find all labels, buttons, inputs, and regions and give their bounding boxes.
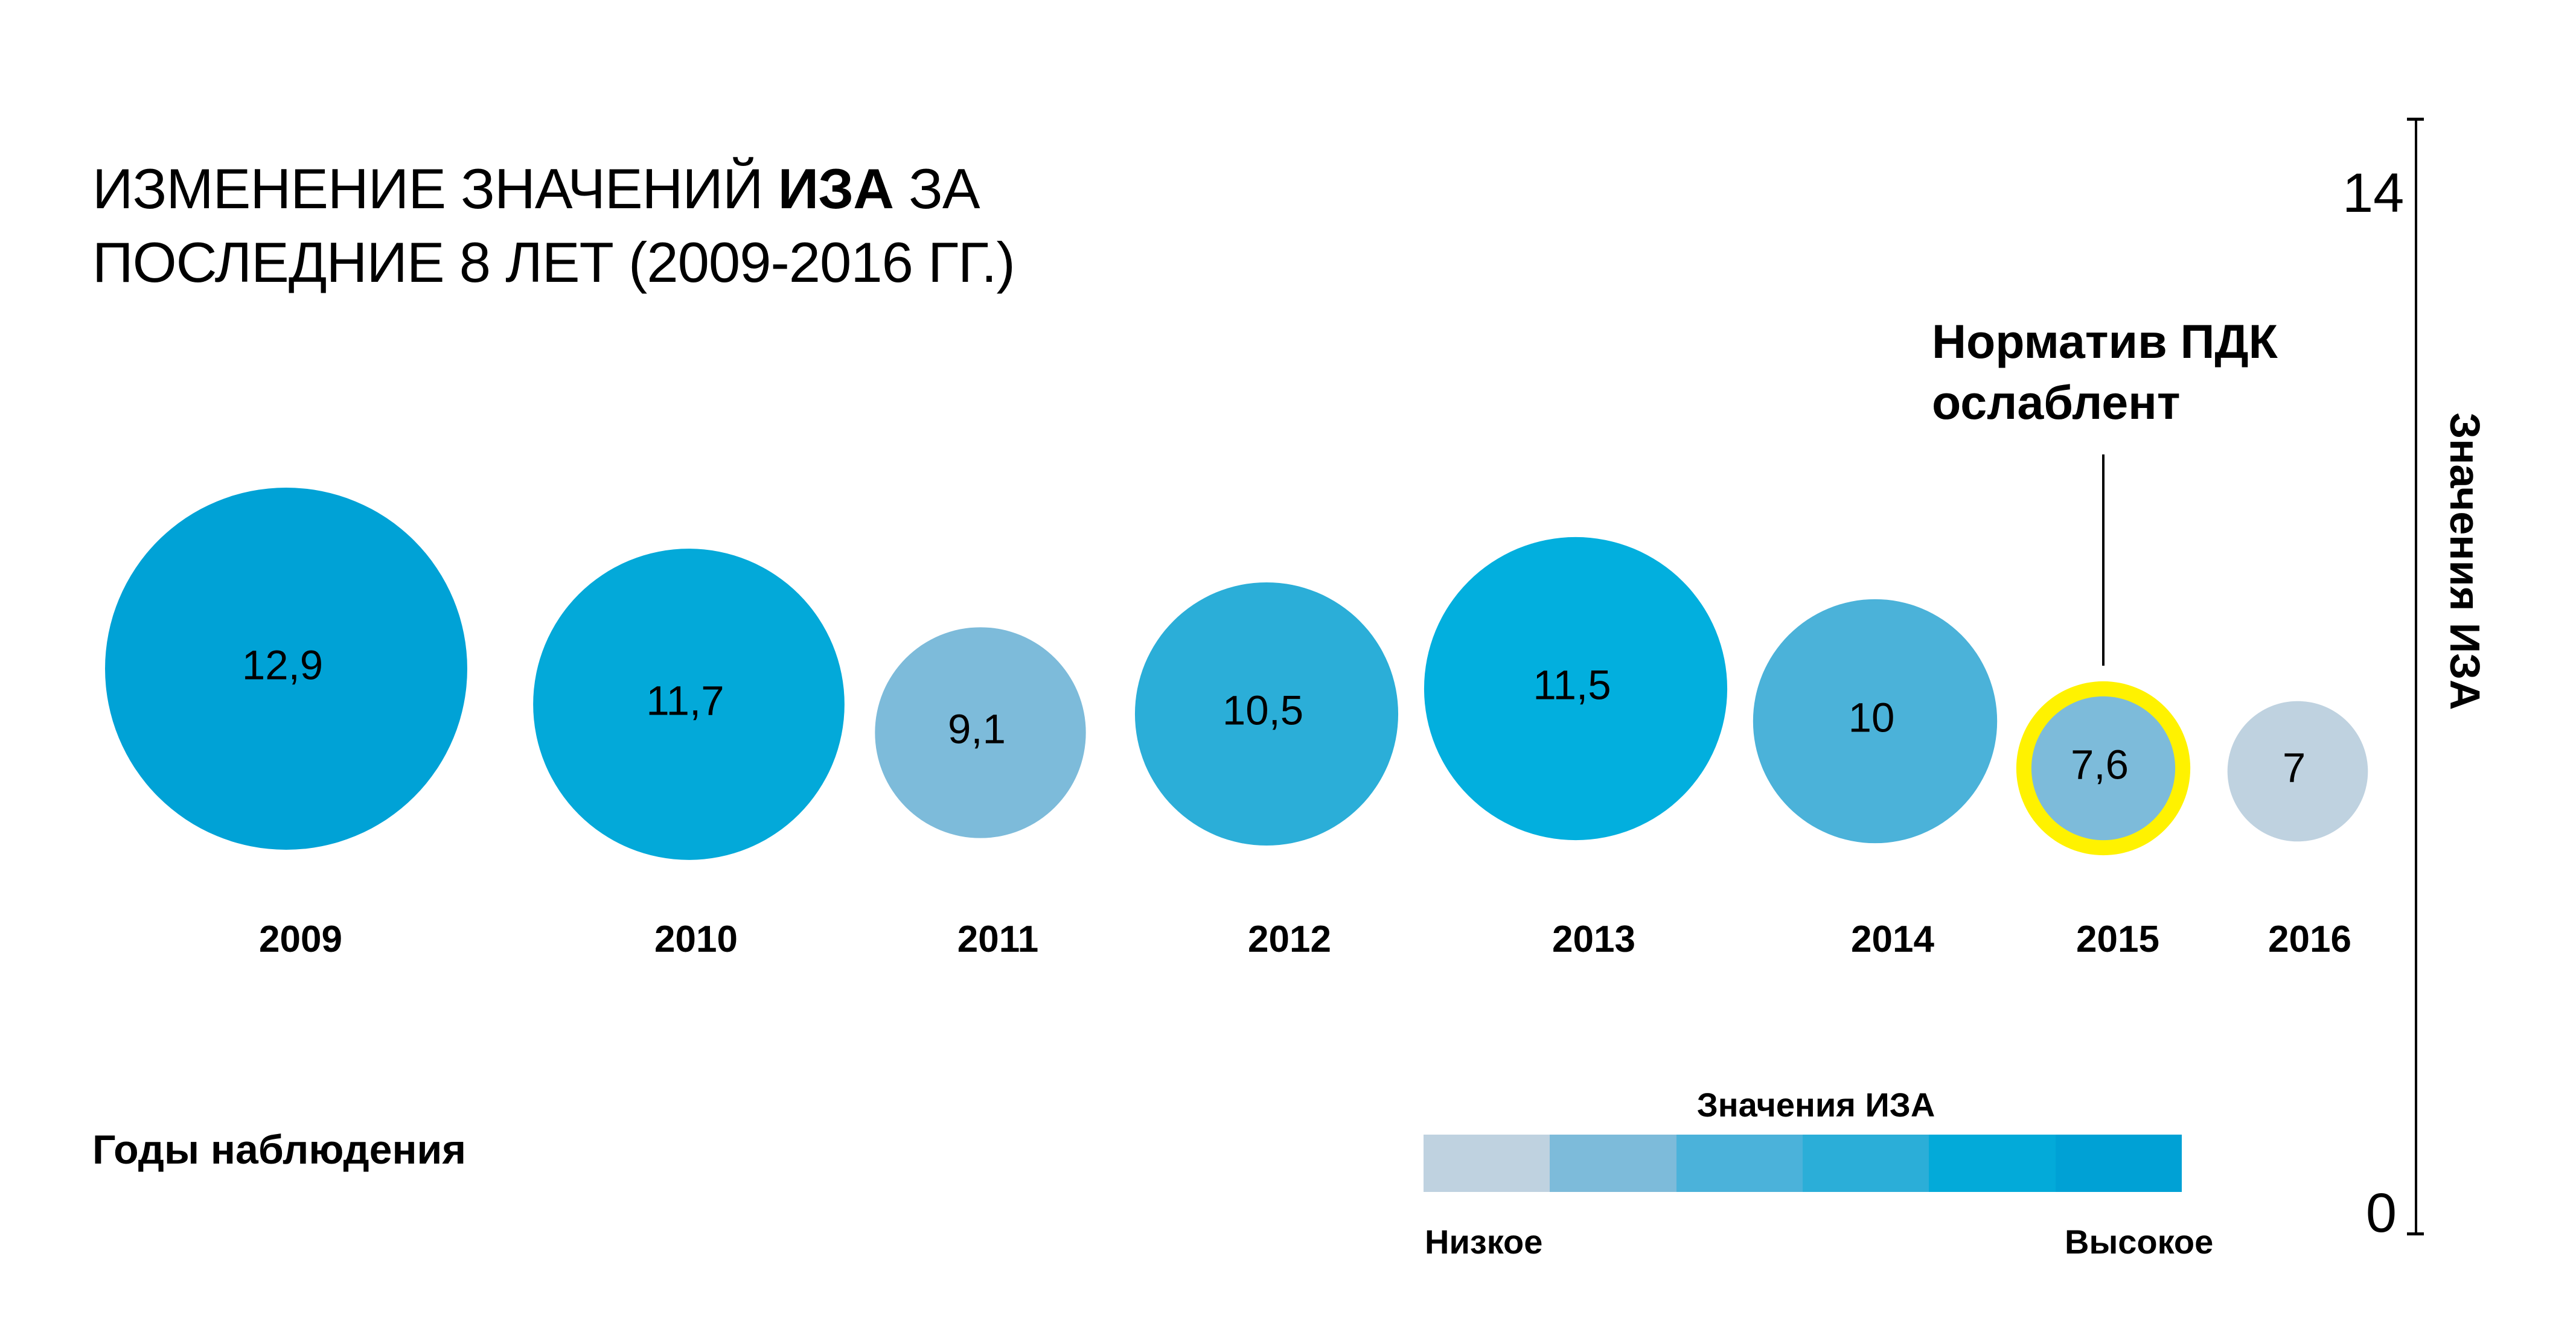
bubble-2009 bbox=[105, 488, 467, 850]
legend-swatch-2 bbox=[1550, 1135, 1676, 1192]
bubble-2012 bbox=[1134, 582, 1399, 846]
legend-swatch-4 bbox=[1802, 1135, 1929, 1192]
value-label-2009: 12,9 bbox=[242, 642, 323, 689]
year-label-2014: 2014 bbox=[1851, 919, 1934, 960]
pdk-annotation: Норматив ПДК ослаблент bbox=[1932, 311, 2278, 433]
year-label-2009: 2009 bbox=[259, 919, 342, 960]
y-axis-tick-min bbox=[2407, 1232, 2424, 1235]
year-label-2016: 2016 bbox=[2268, 919, 2351, 960]
title-part-1: ИЗМЕНЕНИЕ ЗНАЧЕНИЙ bbox=[92, 157, 778, 220]
y-tick-label-max: 14 bbox=[2342, 162, 2405, 224]
y-axis-tick-max bbox=[2407, 118, 2424, 121]
legend-swatch-5 bbox=[1929, 1135, 2056, 1192]
y-axis-title: Значения ИЗА bbox=[2441, 412, 2488, 710]
value-label-2011: 9,1 bbox=[948, 706, 1006, 753]
year-labels-group: 2009 2010 2011 2012 2013 2014 2015 2016 bbox=[259, 919, 2351, 960]
legend-low-label: Низкое bbox=[1425, 1223, 1543, 1261]
x-axis-title: Годы наблюдения bbox=[92, 1127, 467, 1173]
title-part-iza: ИЗА bbox=[778, 157, 894, 220]
bubble-2010 bbox=[533, 549, 845, 860]
year-label-2015: 2015 bbox=[2076, 919, 2159, 960]
year-label-2010: 2010 bbox=[654, 919, 738, 960]
bubble-2015 bbox=[2031, 696, 2176, 841]
legend-swatch-3 bbox=[1676, 1135, 1803, 1192]
value-label-2015: 7,6 bbox=[2071, 742, 2129, 788]
year-label-2013: 2013 bbox=[1552, 919, 1635, 960]
value-label-2014: 10 bbox=[1849, 695, 1895, 741]
value-label-2013: 11,5 bbox=[1533, 662, 1611, 709]
bubble-2016 bbox=[2227, 701, 2368, 842]
legend-swatch-6 bbox=[2055, 1135, 2182, 1192]
legend-high-label: Высокое bbox=[2065, 1223, 2214, 1261]
year-label-2011: 2011 bbox=[957, 919, 1039, 960]
year-label-2012: 2012 bbox=[1248, 919, 1331, 960]
title-part-3: ЗА bbox=[893, 157, 980, 220]
value-label-2012: 10,5 bbox=[1222, 687, 1303, 734]
bubble-2014 bbox=[1753, 599, 1998, 844]
y-tick-label-min: 0 bbox=[2365, 1182, 2397, 1244]
value-label-2010: 11,7 bbox=[646, 678, 724, 724]
bubble-2011 bbox=[875, 627, 1086, 838]
title-line-1: ИЗМЕНЕНИЕ ЗНАЧЕНИЙ ИЗА ЗА bbox=[92, 152, 1239, 226]
legend-swatch-1 bbox=[1424, 1135, 1550, 1192]
annotation-leader-line bbox=[2102, 454, 2105, 666]
title-line-2: ПОСЛЕДНИЕ 8 ЛЕТ (2009-2016 ГГ.) bbox=[92, 231, 1015, 294]
bubbles-group: 12,9 11,7 9,1 10,5 11,5 10 7,6 7 bbox=[105, 488, 2368, 860]
bubble-2013 bbox=[1424, 537, 1728, 841]
legend-color-scale bbox=[1424, 1135, 2182, 1192]
chart-title: ИЗМЕНЕНИЕ ЗНАЧЕНИЙ ИЗА ЗА ПОСЛЕДНИЕ 8 ЛЕ… bbox=[92, 152, 1239, 299]
y-axis-line bbox=[2415, 119, 2417, 1234]
annotation-line-1: Норматив ПДК bbox=[1932, 314, 2278, 368]
annotation-line-2: ослаблент bbox=[1932, 375, 2181, 429]
value-label-2016: 7 bbox=[2283, 745, 2306, 791]
legend-title: Значения ИЗА bbox=[1696, 1086, 1935, 1124]
